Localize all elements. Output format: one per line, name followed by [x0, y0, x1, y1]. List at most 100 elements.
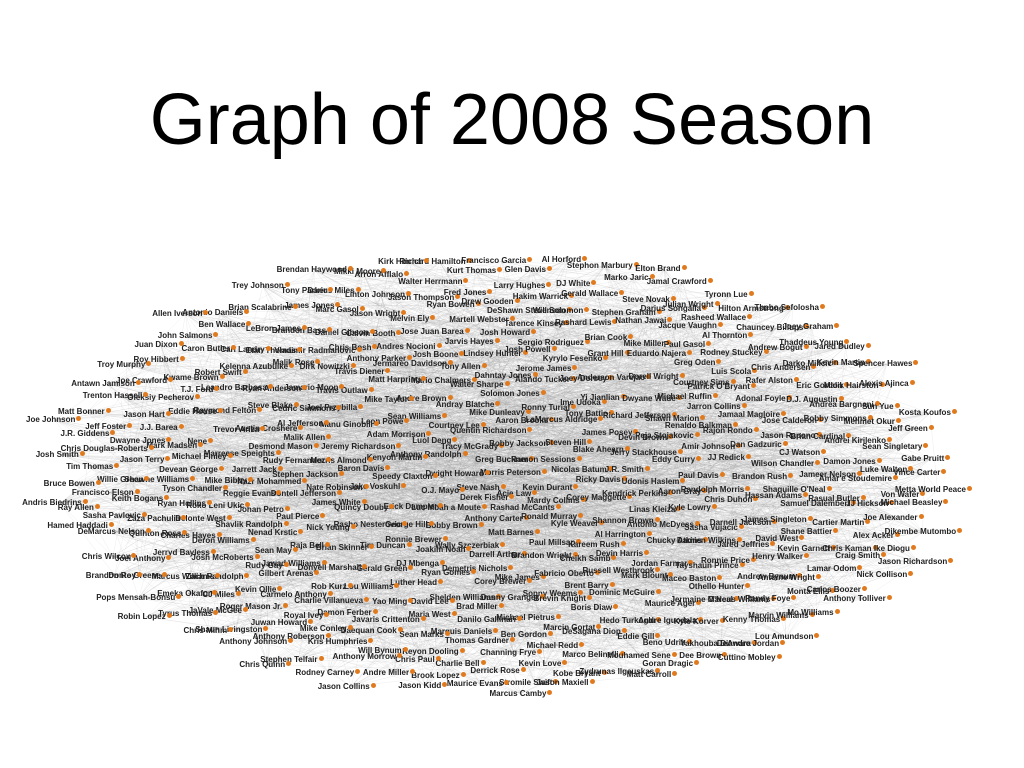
graph-edge [396, 558, 589, 621]
graph-edge [298, 442, 575, 461]
graph-edge [313, 377, 618, 494]
graph-edge [420, 494, 643, 565]
graph-edge [420, 460, 547, 564]
graph-edge [553, 449, 605, 489]
graph-edge [516, 503, 821, 533]
player-label: Brevin Knight [533, 594, 587, 604]
graph-edge [353, 424, 507, 460]
graph-edge [337, 402, 585, 569]
graph-edge [267, 491, 685, 566]
graph-edge [453, 304, 677, 419]
player-label: Kyle Weaver [550, 518, 599, 528]
node-dot [327, 326, 333, 332]
node-dot [206, 499, 212, 505]
graph-edge [504, 421, 527, 556]
node-dot [747, 314, 753, 320]
graph-edge [446, 380, 498, 621]
graph-edge [684, 346, 846, 492]
graph-edge [518, 420, 569, 495]
graph-edge [297, 424, 354, 565]
graph-edge [579, 489, 719, 524]
node-dot [165, 410, 171, 416]
player-label: Dan Gadzuric [730, 439, 782, 449]
node-dot [460, 486, 466, 492]
graph-edge [517, 473, 573, 575]
graph-edge [204, 389, 705, 477]
node-dot [198, 442, 204, 448]
graph-edge [588, 415, 646, 559]
graph-edge [482, 488, 522, 579]
node-dot [324, 419, 330, 425]
node-dot [644, 465, 650, 471]
graph-edge [444, 415, 646, 551]
player-node: Othello Hunter [689, 582, 751, 592]
graph-edge [162, 479, 519, 495]
graph-edge [380, 486, 446, 491]
graph-edge [302, 330, 503, 413]
player-label: Will Solomon [532, 306, 584, 315]
player-label: Hakim Warrick [512, 292, 569, 302]
node-dot [459, 647, 465, 653]
node-dot [712, 392, 718, 398]
node-dot [484, 470, 490, 475]
graph-edge [366, 468, 905, 495]
node-dot [694, 431, 700, 437]
graph-edge [420, 425, 460, 564]
node-dot [385, 465, 391, 470]
graph-edge [313, 398, 767, 494]
graph-edge [292, 542, 561, 638]
player-label: Jarvis Hayes [444, 337, 494, 347]
graph-edge [310, 474, 486, 608]
player-node: Reggie Evans [223, 489, 282, 499]
graph-edge [525, 463, 790, 509]
graph-edge [451, 382, 707, 508]
graph-edge [114, 426, 437, 442]
player-label: Al Harrington [594, 529, 646, 539]
player-label: Caron Butler [181, 343, 230, 353]
node-dot [144, 475, 150, 481]
node-dot [520, 667, 526, 673]
node-dot [215, 573, 221, 579]
graph-edge [86, 397, 610, 413]
node-dot [745, 582, 751, 588]
graph-edge [365, 508, 455, 526]
node-dot [437, 579, 443, 585]
graph-edge [625, 453, 651, 521]
graph-edge [436, 441, 517, 533]
player-node: Adonal Foyle [735, 394, 792, 404]
player-node: Peja Stojakovic [635, 431, 700, 441]
graph-edge [380, 486, 852, 549]
graph-edge [500, 412, 503, 520]
graph-edge [568, 300, 652, 421]
node-dot [257, 407, 263, 413]
graph-edge [517, 473, 625, 673]
graph-edge [603, 449, 632, 470]
node-dot [302, 478, 308, 484]
graph-edge [339, 457, 401, 601]
graph-edge [207, 456, 561, 502]
player-label: Devin Harris [595, 549, 644, 559]
graph-edge [312, 437, 713, 542]
node-dot [546, 282, 552, 288]
graph-edge [522, 443, 527, 509]
graph-edge [482, 569, 506, 582]
graph-edge [642, 363, 849, 495]
graph-edge [209, 494, 643, 632]
graph-edge [385, 376, 509, 423]
graph-edge [292, 459, 679, 638]
graph-edge [544, 398, 610, 664]
graph-edge [474, 446, 677, 604]
graph-edge [273, 429, 629, 535]
node-dot [451, 610, 457, 616]
graph-edge [494, 430, 573, 575]
graph-edge [312, 437, 364, 447]
player-label: JJ Redick [707, 453, 745, 463]
graph-edge [351, 544, 597, 687]
graph-edge [279, 393, 514, 534]
graph-edge [72, 484, 484, 489]
graph-edge [384, 476, 409, 651]
graph-edge [366, 468, 421, 564]
graph-edge [193, 399, 394, 537]
node-dot [298, 528, 304, 534]
node-dot [226, 515, 232, 521]
